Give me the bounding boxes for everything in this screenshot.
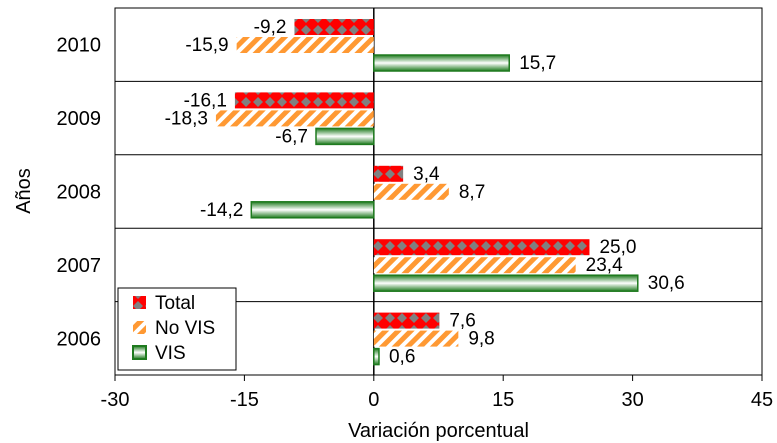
- bar-no-vis-2008: [373, 183, 449, 200]
- bar-no-vis-2010: [236, 37, 374, 53]
- data-label-vis-2010: 15,7: [519, 53, 556, 74]
- data-label-total-2007: 25,0: [599, 237, 636, 258]
- data-label-no-vis-2006: 9,8: [468, 329, 494, 350]
- data-label-total-2006: 7,6: [449, 311, 475, 332]
- x-tick-labels: -30 -15 0 15 30 45: [101, 375, 773, 411]
- bar-vis-2008: [250, 201, 375, 219]
- data-label-no-vis-2008: 8,7: [459, 182, 485, 203]
- legend-label-total: Total: [155, 293, 195, 314]
- bar-no-vis-2006: [373, 330, 459, 347]
- data-label-total-2008: 3,4: [413, 164, 440, 185]
- y-axis-label: Años: [13, 168, 35, 214]
- y-tick-label: 2006: [57, 328, 102, 350]
- data-label-vis-2008: -14,2: [200, 200, 243, 221]
- data-label-no-vis-2009: -18,3: [165, 108, 208, 129]
- x-tick-label: -30: [101, 389, 130, 411]
- bar-vis-2009: [315, 127, 375, 146]
- data-label-vis-2007: 30,6: [648, 273, 685, 294]
- data-label-total-2009: -16,1: [184, 90, 227, 111]
- x-tick-label: 15: [492, 389, 514, 411]
- bar-no-vis-2007: [373, 257, 576, 274]
- bar-vis-2006: [373, 347, 380, 366]
- data-label-vis-2009: -6,7: [275, 126, 308, 147]
- bar-total-2010: [294, 19, 374, 35]
- bar-total-2008: [373, 165, 404, 182]
- data-label-no-vis-2007: 23,4: [586, 255, 623, 276]
- x-tick-label: -15: [230, 389, 259, 411]
- y-tick-label: 2009: [57, 108, 102, 130]
- y-tick-labels: 2010 2009 2008 2007 2006: [57, 35, 102, 351]
- y-tick-label: 2007: [57, 255, 102, 277]
- data-label-total-2010: -9,2: [254, 17, 287, 38]
- legend-swatch-vis: [132, 345, 147, 360]
- bar-no-vis-2009: [215, 110, 374, 127]
- y-tick-label: 2010: [57, 35, 102, 57]
- data-label-vis-2006: 0,6: [389, 347, 415, 368]
- bar-total-2007: [373, 239, 590, 256]
- bar-total-2009: [234, 92, 374, 109]
- x-tick-label: 0: [368, 389, 379, 411]
- x-tick-label: 45: [751, 389, 773, 411]
- legend-swatch-total: [133, 296, 146, 309]
- legend-label-no-vis: No VIS: [155, 318, 215, 339]
- x-axis-label: Variación porcentual: [348, 420, 529, 442]
- legend: Total No VIS VIS: [117, 287, 237, 371]
- legend-swatch-no-vis: [133, 321, 146, 334]
- bar-vis-2010: [373, 54, 510, 72]
- y-tick-label: 2008: [57, 182, 102, 204]
- category-separators: [115, 80, 762, 303]
- x-tick-label: 30: [621, 389, 643, 411]
- data-labels: -9,2 -15,9 15,7 -16,1-18,3 -6,7 3,4 8,7 -14,2 25…: [165, 17, 685, 368]
- data-label-no-vis-2010: -15,9: [185, 35, 228, 56]
- bar-vis-2007: [373, 274, 639, 292]
- bar-total-2006: [373, 312, 440, 329]
- legend-label-vis: VIS: [155, 343, 186, 364]
- bars: [215, 19, 639, 366]
